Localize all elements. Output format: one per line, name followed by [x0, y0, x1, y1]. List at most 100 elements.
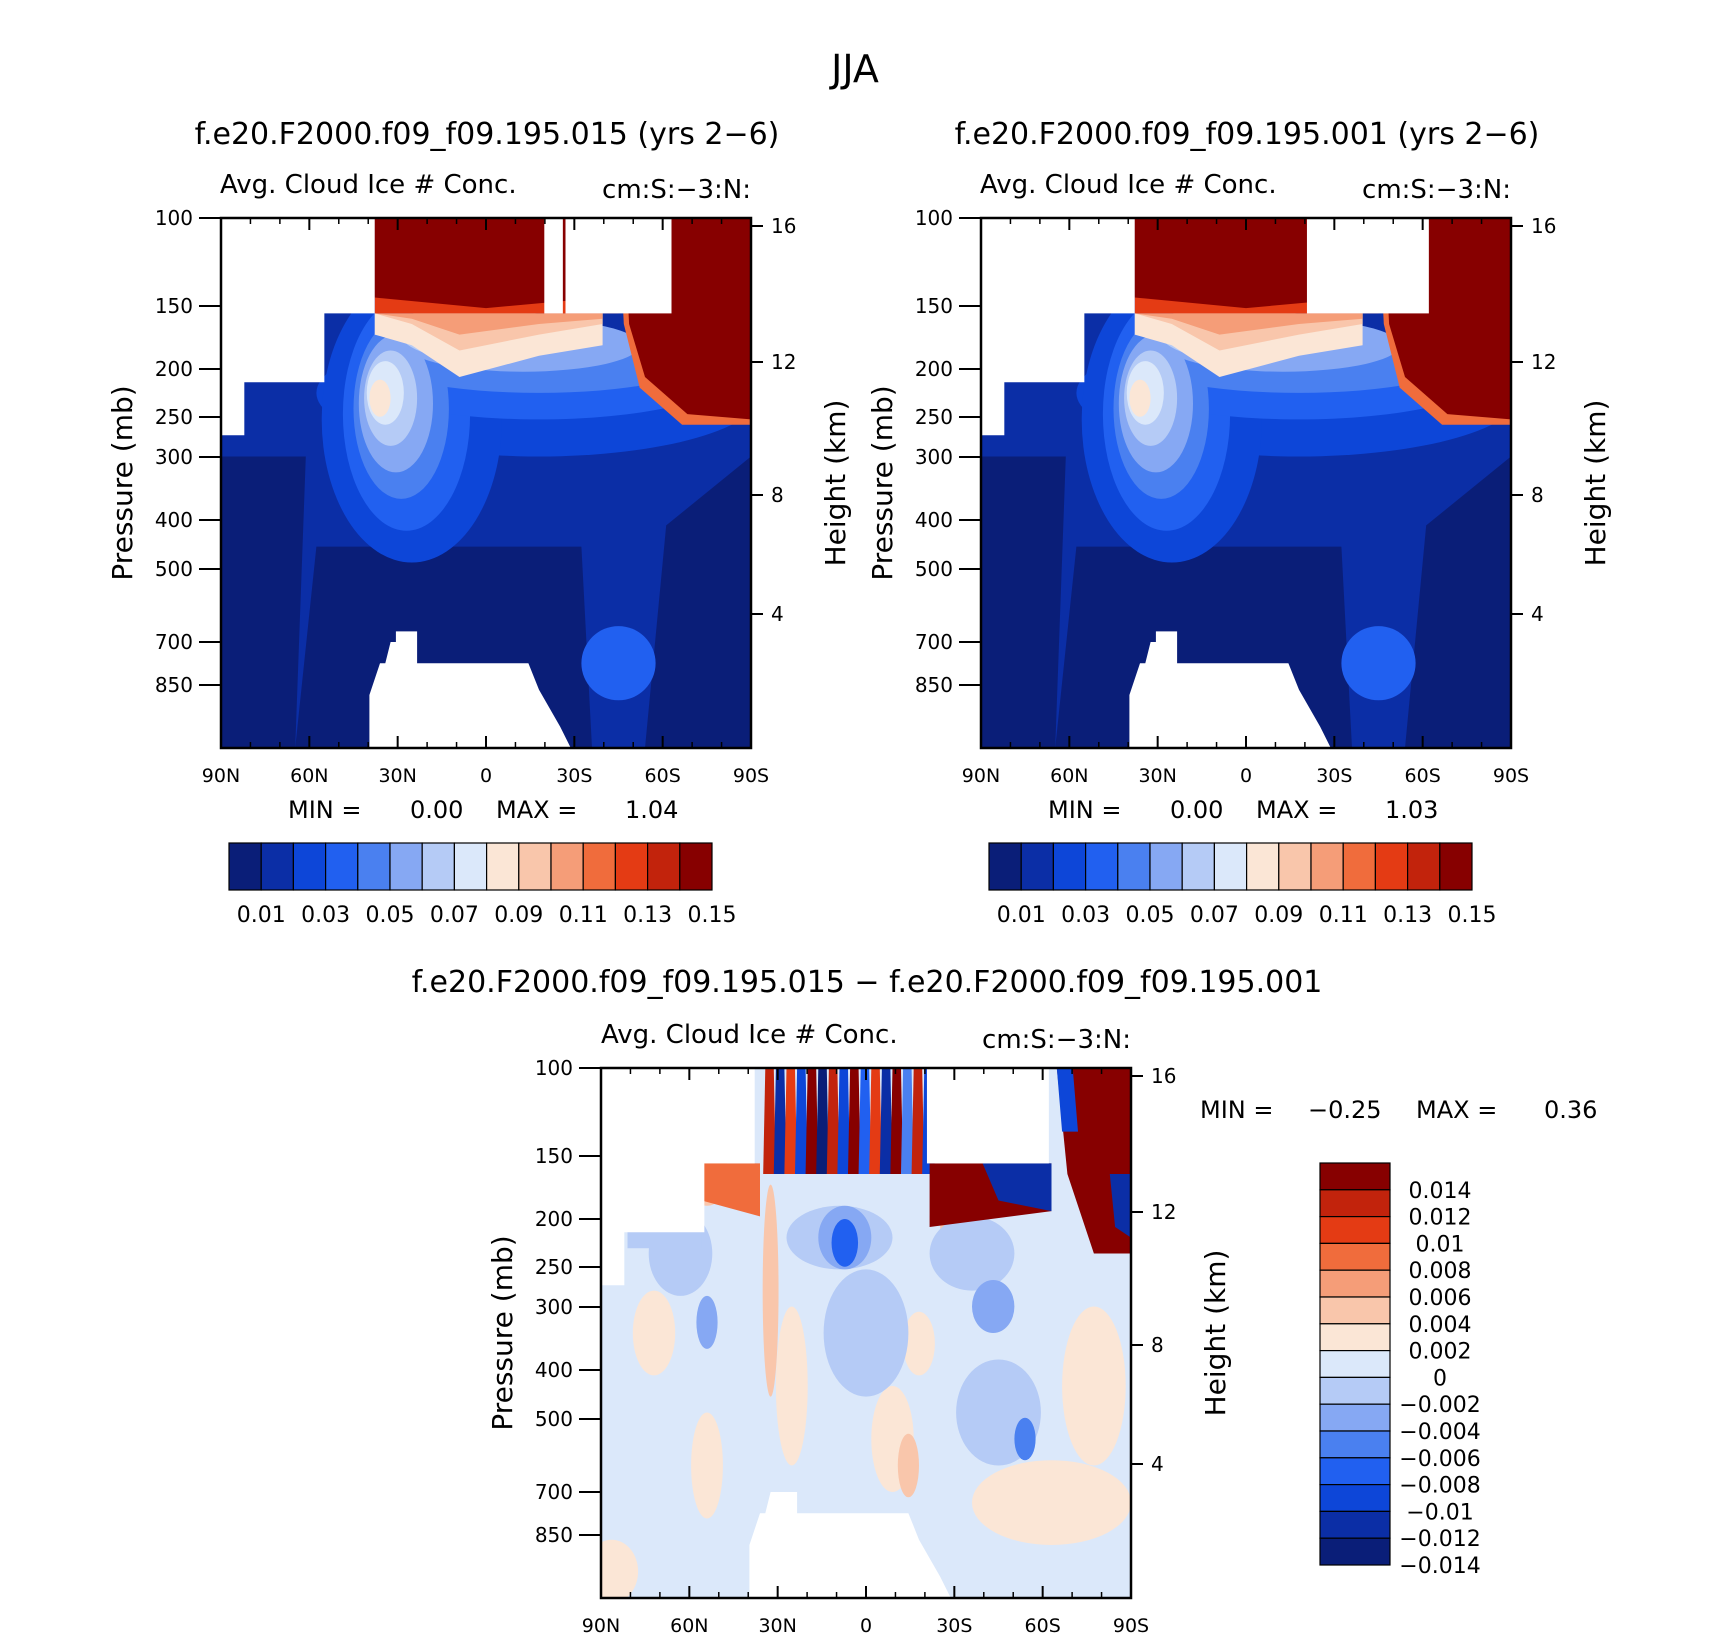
- colorbar-label: 0.11: [1319, 903, 1368, 928]
- contour-region: [972, 1460, 1131, 1545]
- colorbar-box: [1084, 842, 1119, 891]
- ytick-label: 500: [155, 557, 193, 581]
- colorbar-label: 0.03: [301, 903, 350, 928]
- ytick-label: 150: [915, 294, 953, 318]
- colorbar-box: [1181, 842, 1215, 891]
- colorbar-label: 0.01: [997, 903, 1046, 928]
- colorbar-label: 0.15: [1448, 903, 1497, 928]
- ytick-right-label: 16: [1531, 214, 1556, 238]
- ytick-right-label: 16: [771, 214, 796, 238]
- colorbar-box: [614, 842, 649, 891]
- ytick-right-label: 4: [1531, 602, 1544, 626]
- colorbar-label: 0.014: [1409, 1179, 1472, 1204]
- colorbar-label: −0.014: [1399, 1554, 1480, 1579]
- colorbar-box: [1020, 842, 1055, 891]
- colorbar-label: −0.002: [1399, 1393, 1480, 1418]
- contour-region: [632, 1290, 676, 1376]
- colorbar-label: −0.008: [1399, 1474, 1480, 1499]
- ytick-right-label: 8: [1151, 1333, 1164, 1357]
- contour-region: [911, 1068, 925, 1174]
- contour-region: [869, 1068, 882, 1174]
- colorbar-label: −0.012: [1399, 1527, 1480, 1552]
- ytick-label: 250: [535, 1255, 573, 1279]
- xtick-label: 30N: [378, 765, 416, 787]
- colorbar-box: [1374, 842, 1409, 891]
- colorbar-box: [1406, 842, 1441, 891]
- panel-2-subtitle-right: cm:S:−3:N:: [1362, 175, 1511, 205]
- ytick-label: 300: [155, 445, 193, 469]
- contour-region: [982, 1163, 1052, 1212]
- panel-1-colorbar: 0.01 0.03 0.05 0.07 0.09 0.11 0.13 0.15: [228, 842, 736, 928]
- ytick-label: 500: [915, 557, 953, 581]
- contour-region: [762, 1184, 779, 1397]
- colorbar-label: −0.004: [1399, 1420, 1480, 1445]
- panel-3-axes: 90N 60N 30N 0 30S 60S 90S 100 150 200 250 300 400 500…: [535, 1056, 1177, 1637]
- contour-region: [1056, 1068, 1078, 1132]
- colorbar-box: [1319, 1323, 1391, 1352]
- panel-2-colorbar: 0.01 0.03 0.05 0.07 0.09 0.11 0.13 0.15: [988, 842, 1497, 928]
- colorbar-box: [646, 842, 681, 891]
- contour-region: [763, 1068, 776, 1174]
- panel-3-min-label: MIN =: [1200, 1096, 1273, 1124]
- colorbar-box: [1052, 842, 1087, 891]
- contour-region: [784, 1068, 798, 1174]
- contour-region: [601, 1539, 639, 1598]
- colorbar-box: [421, 842, 456, 891]
- panel-2-max-label: MAX =: [1256, 796, 1337, 824]
- panel-2-subtitle-left: Avg. Cloud Ice # Conc.: [980, 170, 1277, 200]
- colorbar-label: 0.03: [1061, 903, 1110, 928]
- contour-region: [749, 1492, 951, 1598]
- panel-1-subtitle-left: Avg. Cloud Ice # Conc.: [220, 170, 517, 200]
- ytick-right-label: 12: [771, 350, 796, 374]
- colorbar-box: [453, 842, 488, 891]
- ytick-label: 100: [155, 206, 193, 230]
- xtick-label: 60S: [1405, 765, 1441, 787]
- contour-region: [369, 631, 571, 748]
- colorbar-box: [1319, 1269, 1391, 1298]
- panel-3-colorbar: 0.0140.0120.010.0080.0060.0040.0020−0.00…: [1319, 1162, 1481, 1579]
- colorbar-box: [1149, 842, 1183, 891]
- colorbar-label: 0.01: [1416, 1232, 1465, 1257]
- ytick-right-label: 8: [1531, 483, 1544, 507]
- panel-3-ylabel-right: Height (km): [1199, 1250, 1232, 1417]
- missing-data: [544, 218, 563, 314]
- colorbar-box: [486, 842, 520, 891]
- panel-2-max-value: 1.03: [1385, 796, 1438, 824]
- contour-region: [972, 1280, 1015, 1333]
- contour-region: [601, 1068, 755, 1286]
- contour-region: [1129, 379, 1151, 417]
- panel-1-max-value: 1.04: [625, 796, 678, 824]
- colorbar-label: 0.09: [494, 903, 543, 928]
- contour-region: [645, 456, 751, 748]
- panel-3: f.e20.F2000.f09_f09.195.015 − f.e20.F200…: [412, 965, 1598, 1637]
- ytick-label: 250: [915, 405, 953, 429]
- xtick-label: 60N: [1050, 765, 1088, 787]
- panel-2-field: [981, 218, 1511, 748]
- ytick-label: 500: [535, 1407, 573, 1431]
- ytick-label: 850: [915, 673, 953, 697]
- colorbar-box: [988, 842, 1022, 891]
- panel-1-subtitle-right: cm:S:−3:N:: [602, 175, 751, 205]
- contour-region: [1134, 218, 1363, 309]
- xtick-label: 60N: [290, 765, 328, 787]
- colorbar-label: 0.07: [430, 903, 479, 928]
- ytick-label: 700: [535, 1480, 573, 1504]
- contour-region: [691, 1412, 723, 1519]
- ytick-label: 400: [915, 508, 953, 532]
- xtick-label: 60S: [1025, 1615, 1061, 1637]
- contour-region: [581, 626, 656, 701]
- colorbar-label: 0.008: [1409, 1259, 1472, 1284]
- colorbar-box: [1319, 1537, 1391, 1566]
- panel-2-ylabel-right: Height (km): [1579, 400, 1612, 567]
- ytick-right-label: 12: [1531, 350, 1556, 374]
- xtick-label: 90S: [1113, 1615, 1149, 1637]
- colorbar-box: [292, 842, 327, 891]
- colorbar-box: [1319, 1376, 1391, 1405]
- colorbar-label: 0.004: [1409, 1313, 1472, 1338]
- ytick-label: 700: [155, 630, 193, 654]
- xtick-label: 0: [860, 1615, 872, 1637]
- contour-region: [847, 1068, 861, 1174]
- colorbar-box: [1319, 1296, 1391, 1325]
- panel-2-ylabel: Pressure (mb): [866, 385, 899, 580]
- ytick-label: 400: [535, 1358, 573, 1382]
